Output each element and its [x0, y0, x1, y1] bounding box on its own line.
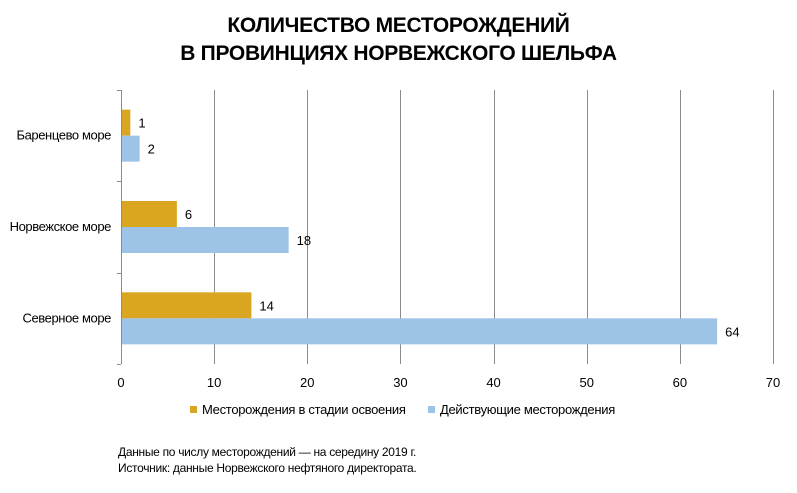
- data-label-development-1: 6: [185, 207, 192, 222]
- data-label-operating-1: 18: [297, 233, 311, 248]
- category-label-2: Северное море: [22, 310, 111, 325]
- legend-swatch-development: [190, 406, 197, 413]
- x-tick-label-5: 50: [579, 375, 593, 390]
- bar-chart: 0 10 20 30 40 50 60 70 Баренцево море 12 Норвежско…: [10, 90, 780, 390]
- x-tick-label-1: 10: [207, 375, 221, 390]
- category-label-0: Баренцево море: [16, 128, 111, 143]
- bar-operating-0: [122, 135, 140, 162]
- note-source: Источник: данные Норвежского нефтяного д…: [118, 461, 417, 475]
- x-tick-label-3: 30: [393, 375, 407, 390]
- x-tick-label-2: 20: [300, 375, 314, 390]
- chart-notes: Данные по числу месторождений — на серед…: [118, 444, 417, 476]
- data-label-development-0: 1: [138, 116, 145, 131]
- x-tick-label-4: 40: [486, 375, 500, 390]
- legend-label-operating: Действующие месторождения: [440, 402, 615, 417]
- bar-development-0: [122, 109, 131, 136]
- bar-development-1: [122, 201, 177, 227]
- category-label-1: Норвежское море: [10, 219, 112, 234]
- chart-title-line-1: КОЛИЧЕСТВО МЕСТОРОЖДЕНИЙ: [227, 14, 570, 37]
- bar-operating-1: [122, 227, 289, 253]
- x-tick-label-6: 60: [673, 375, 687, 390]
- bar-development-2: [122, 292, 252, 319]
- legend-item-development: Месторождения в стадии освоения: [190, 402, 406, 417]
- legend-label-development: Месторождения в стадии освоения: [202, 402, 406, 417]
- x-tick-label-7: 70: [766, 375, 780, 390]
- bar-operating-2: [122, 318, 718, 345]
- data-label-operating-2: 64: [725, 324, 739, 339]
- x-tick-label-0: 0: [117, 375, 124, 390]
- note-date: Данные по числу месторождений — на серед…: [118, 445, 417, 459]
- legend-item-operating: Действующие месторождения: [428, 402, 615, 417]
- chart-title-line-2: В ПРОВИНЦИЯХ НОРВЕЖСКОГО ШЕЛЬФА: [180, 42, 617, 65]
- data-label-operating-0: 2: [148, 142, 155, 157]
- chart-title: КОЛИЧЕСТВО МЕСТОРОЖДЕНИЙ В ПРОВИНЦИЯХ НО…: [0, 12, 797, 68]
- data-label-development-2: 14: [259, 298, 273, 313]
- legend-swatch-operating: [428, 406, 435, 413]
